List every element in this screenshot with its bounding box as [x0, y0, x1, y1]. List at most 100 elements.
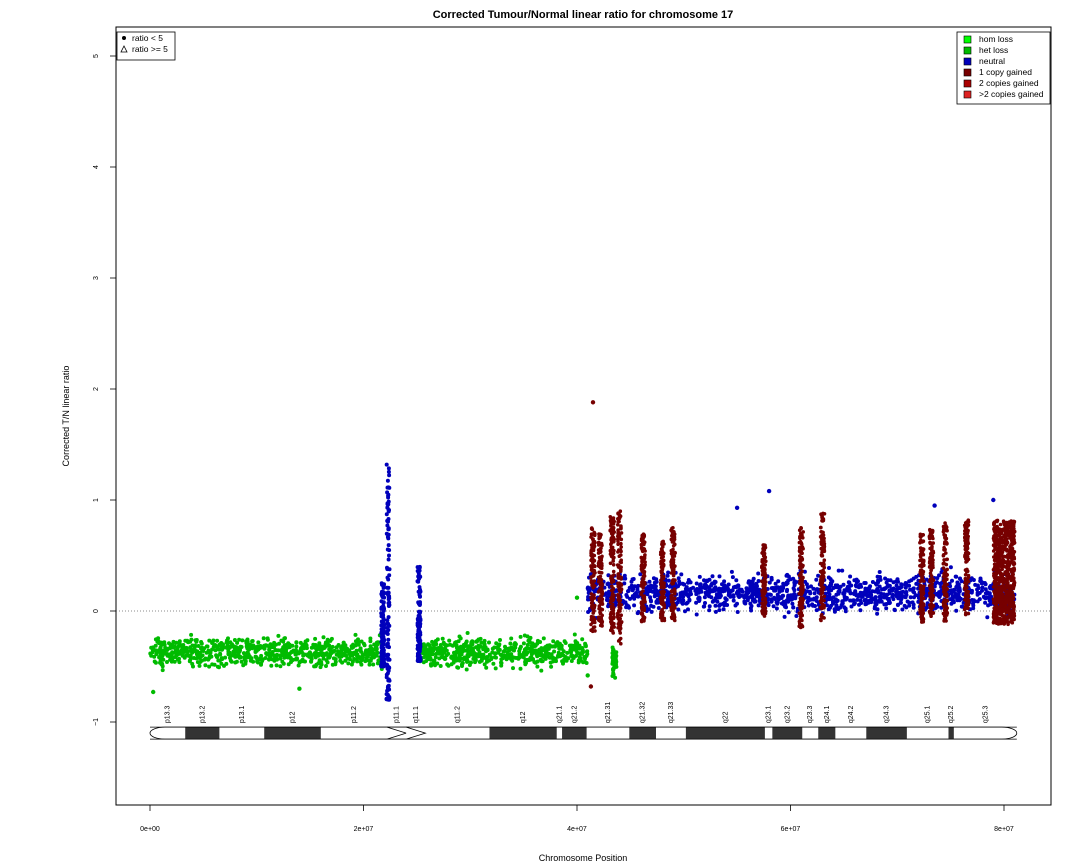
data-point [790, 601, 795, 606]
data-point [311, 645, 316, 650]
data-point [591, 558, 596, 562]
data-point [313, 636, 318, 641]
data-point [387, 594, 392, 599]
data-point [617, 511, 621, 516]
data-point [682, 582, 686, 587]
data-point [318, 651, 323, 656]
data-point [273, 648, 278, 653]
data-point [507, 648, 512, 653]
data-point [261, 636, 266, 641]
data-point [641, 547, 646, 551]
data-point [421, 660, 426, 665]
data-point [669, 608, 674, 613]
data-point [640, 535, 644, 540]
data-point [358, 656, 363, 661]
data-point [751, 576, 756, 581]
data-point [386, 683, 391, 688]
data-point [160, 649, 165, 654]
data-point [931, 561, 935, 565]
data-point [213, 643, 218, 647]
data-point [641, 559, 646, 564]
data-point [487, 652, 492, 657]
data-point [223, 655, 228, 660]
data-point [836, 585, 841, 590]
data-point [617, 605, 622, 610]
data-point [248, 645, 253, 650]
data-point [451, 657, 456, 662]
data-point [229, 659, 234, 664]
data-point [297, 660, 302, 665]
data-point [380, 582, 384, 587]
series-1-copy-gained [588, 400, 1017, 689]
data-point [1012, 617, 1016, 622]
data-point [317, 658, 322, 663]
data-point [387, 553, 391, 558]
data-point [198, 660, 203, 664]
data-point [509, 657, 514, 662]
data-point [387, 573, 392, 578]
data-point [600, 564, 604, 568]
data-point [284, 654, 289, 659]
data-point [883, 586, 888, 591]
data-point [672, 612, 676, 616]
data-point [503, 653, 508, 658]
data-point [750, 598, 755, 603]
data-point [763, 596, 768, 601]
data-point [652, 580, 657, 585]
data-point [729, 569, 734, 574]
data-point [591, 585, 595, 590]
data-point [673, 596, 677, 600]
data-point [433, 655, 438, 660]
data-point [820, 554, 824, 558]
data-point [619, 545, 623, 549]
data-point [235, 640, 240, 645]
data-point [827, 566, 831, 570]
data-point [264, 651, 269, 656]
data-point [491, 661, 496, 666]
data-point [417, 649, 422, 654]
data-point [720, 582, 724, 587]
data-point [590, 600, 595, 605]
data-point [379, 634, 384, 639]
data-point [769, 599, 774, 604]
data-point [731, 594, 736, 599]
data-point [903, 581, 908, 585]
data-point [386, 466, 391, 471]
data-point [379, 654, 384, 659]
data-point [814, 587, 819, 592]
data-point [217, 647, 221, 652]
data-point [374, 648, 379, 652]
data-point [943, 528, 947, 533]
data-point [697, 599, 702, 603]
data-point [811, 603, 815, 608]
data-point [639, 542, 644, 547]
data-point [908, 595, 913, 600]
data-point [366, 658, 371, 663]
data-point [676, 607, 681, 612]
data-point [920, 586, 925, 591]
data-point [532, 660, 537, 664]
data-point [828, 605, 832, 610]
data-point [385, 688, 390, 693]
data-point [385, 643, 390, 648]
data-point [818, 525, 823, 530]
data-point [928, 557, 933, 561]
data-point [561, 653, 566, 658]
data-point [661, 574, 665, 579]
data-point [173, 655, 178, 659]
data-point [801, 575, 805, 580]
data-point [329, 636, 334, 641]
data-point [526, 658, 531, 663]
data-point [527, 640, 532, 645]
data-point [791, 576, 796, 581]
data-point [611, 671, 616, 676]
data-point [671, 540, 676, 544]
data-point [730, 575, 735, 580]
data-point [617, 515, 622, 520]
data-point [600, 589, 604, 594]
data-point [640, 564, 645, 568]
data-point [599, 571, 604, 575]
data-point [612, 655, 617, 659]
data-point [944, 540, 949, 545]
data-point [742, 599, 747, 604]
